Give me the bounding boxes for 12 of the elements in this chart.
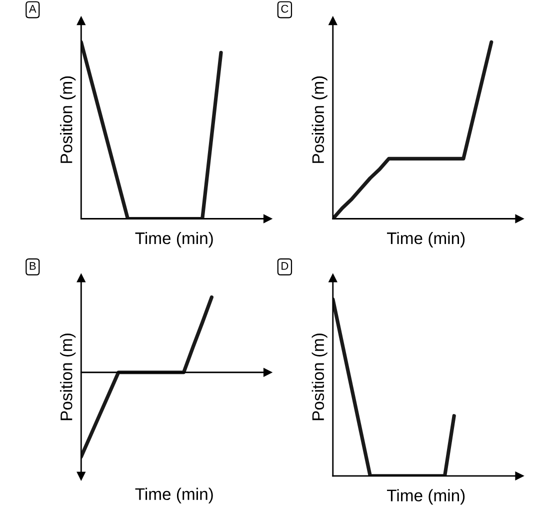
- y-axis-title: Position (m): [60, 76, 76, 163]
- x-axis-title: Time (min): [387, 489, 465, 505]
- chart-title: A: [28, 4, 36, 13]
- x-axis-title: Time (min): [135, 488, 213, 504]
- y-axis-title: Position (m): [60, 334, 76, 420]
- y-axis-title: Position (m): [312, 334, 328, 420]
- x-axis-title: Time (min): [135, 232, 213, 248]
- chart-title: B: [30, 262, 36, 270]
- x-axis-title: Time (min): [387, 232, 465, 248]
- chart-title: C: [281, 4, 288, 13]
- y-axis-title: Position (m): [312, 76, 328, 163]
- chart-title: D: [282, 262, 288, 270]
